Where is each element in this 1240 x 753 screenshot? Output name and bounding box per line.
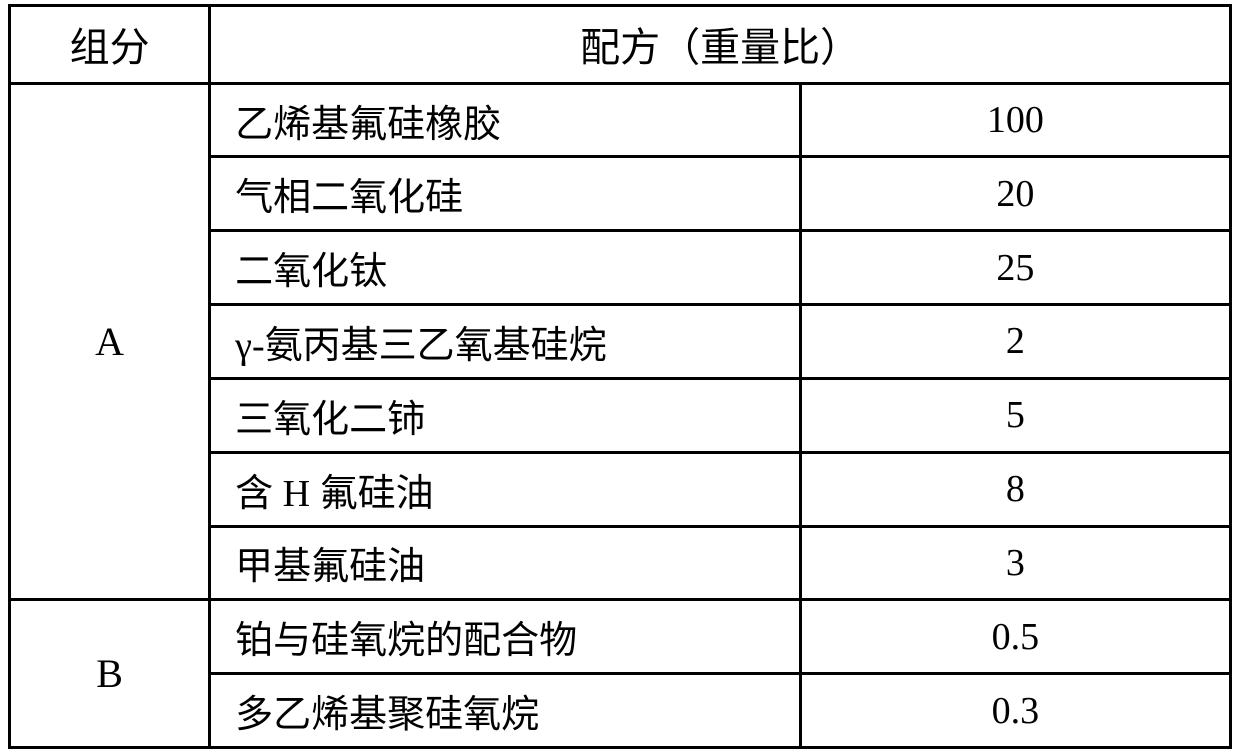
table-header-row: 组分 配方（重量比） [10, 6, 1231, 84]
formulation-table-container: 组分 配方（重量比） A 乙烯基氟硅橡胶 100 气相二氧化硅 20 二氧化钛 … [0, 0, 1240, 753]
component-value: 0.5 [800, 600, 1230, 674]
component-value: 20 [800, 157, 1230, 231]
col-header-group: 组分 [10, 6, 210, 84]
component-value: 5 [800, 378, 1230, 452]
component-name: γ-氨丙基三乙氧基硅烷 [210, 305, 800, 379]
component-name: 甲基氟硅油 [210, 526, 800, 600]
component-name: 三氧化二铈 [210, 378, 800, 452]
formulation-table: 组分 配方（重量比） A 乙烯基氟硅橡胶 100 气相二氧化硅 20 二氧化钛 … [8, 4, 1232, 749]
component-name: 二氧化钛 [210, 231, 800, 305]
component-name: 含 H 氟硅油 [210, 452, 800, 526]
group-label-b: B [10, 600, 210, 748]
component-value: 100 [800, 83, 1230, 157]
group-label-a: A [10, 83, 210, 600]
component-value: 25 [800, 231, 1230, 305]
component-value: 8 [800, 452, 1230, 526]
component-name: 多乙烯基聚硅氧烷 [210, 674, 800, 748]
table-row: A 乙烯基氟硅橡胶 100 [10, 83, 1231, 157]
component-name: 乙烯基氟硅橡胶 [210, 83, 800, 157]
component-value: 3 [800, 526, 1230, 600]
col-header-formula: 配方（重量比） [210, 6, 1231, 84]
component-value: 0.3 [800, 674, 1230, 748]
component-name: 铂与硅氧烷的配合物 [210, 600, 800, 674]
component-name: 气相二氧化硅 [210, 157, 800, 231]
component-value: 2 [800, 305, 1230, 379]
table-row: B 铂与硅氧烷的配合物 0.5 [10, 600, 1231, 674]
